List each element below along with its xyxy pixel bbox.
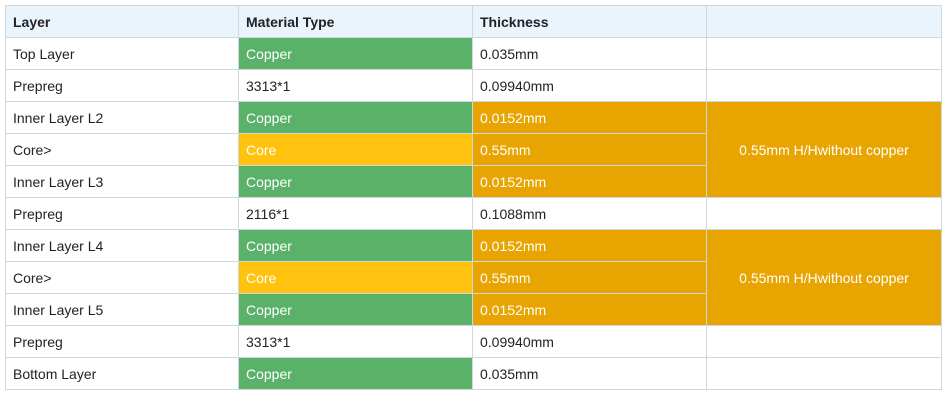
layer-cell: Prepreg [5, 197, 239, 230]
table-row: Core> Core 0.55mm [5, 133, 942, 166]
core-group-label: 0.55mm H/Hwithout copper [706, 101, 942, 198]
notes-cell [706, 37, 942, 70]
thickness-cell: 0.035mm [472, 357, 707, 390]
layer-cell: Prepreg [5, 325, 239, 358]
table-row: Inner Layer L2 Copper 0.0152mm 0.55mm H/… [5, 101, 942, 198]
table-row: Prepreg 2116*1 0.1088mm [5, 197, 942, 230]
table-row: Inner Layer L4 Copper 0.0152mm 0.55mm H/… [5, 229, 942, 326]
thickness-cell: 0.0152mm [472, 293, 707, 326]
layer-cell: Bottom Layer [5, 357, 239, 390]
layer-cell: Core> [5, 133, 239, 166]
thickness-cell: 0.0152mm [472, 165, 707, 198]
table-row: Bottom Layer Copper 0.035mm [5, 357, 942, 390]
layer-cell: Inner Layer L3 [5, 165, 239, 198]
material-cell: Copper [238, 229, 473, 262]
table-row: Inner Layer L5 Copper 0.0152mm [5, 293, 942, 326]
header-thickness: Thickness [472, 5, 707, 38]
layer-cell: Inner Layer L5 [5, 293, 239, 326]
material-cell: Copper [238, 165, 473, 198]
stackup-table-container: Layer Material Type Thickness Top Layer … [5, 5, 942, 390]
material-cell: Copper [238, 293, 473, 326]
material-cell: 3313*1 [238, 69, 473, 102]
thickness-cell: 0.0152mm [472, 101, 707, 134]
material-cell: 3313*1 [238, 325, 473, 358]
thickness-cell: 0.0152mm [472, 229, 707, 262]
thickness-cell: 0.1088mm [472, 197, 707, 230]
notes-cell [706, 69, 942, 102]
thickness-cell: 0.55mm [472, 261, 707, 294]
table-row: Core> Core 0.55mm [5, 261, 942, 294]
material-cell: 2116*1 [238, 197, 473, 230]
notes-cell [706, 197, 942, 230]
table-row: Inner Layer L3 Copper 0.0152mm [5, 165, 942, 198]
notes-cell [706, 357, 942, 390]
material-cell: Copper [238, 101, 473, 134]
layer-cell: Prepreg [5, 69, 239, 102]
table-row: Prepreg 3313*1 0.09940mm [5, 69, 942, 102]
table-row: Top Layer Copper 0.035mm [5, 37, 942, 70]
material-cell: Copper [238, 37, 473, 70]
thickness-cell: 0.09940mm [472, 325, 707, 358]
table-header-row: Layer Material Type Thickness [5, 5, 942, 38]
header-notes [706, 5, 942, 38]
notes-cell [706, 325, 942, 358]
material-cell: Core [238, 133, 473, 166]
material-cell: Core [238, 261, 473, 294]
layer-cell: Top Layer [5, 37, 239, 70]
thickness-cell: 0.55mm [472, 133, 707, 166]
layer-cell: Inner Layer L2 [5, 101, 239, 134]
thickness-cell: 0.035mm [472, 37, 707, 70]
layer-cell: Core> [5, 261, 239, 294]
header-layer: Layer [5, 5, 239, 38]
layer-cell: Inner Layer L4 [5, 229, 239, 262]
core-group-label: 0.55mm H/Hwithout copper [706, 229, 942, 326]
thickness-cell: 0.09940mm [472, 69, 707, 102]
material-cell: Copper [238, 357, 473, 390]
header-material-type: Material Type [238, 5, 473, 38]
table-row: Prepreg 3313*1 0.09940mm [5, 325, 942, 358]
stackup-table: Layer Material Type Thickness Top Layer … [5, 5, 942, 390]
